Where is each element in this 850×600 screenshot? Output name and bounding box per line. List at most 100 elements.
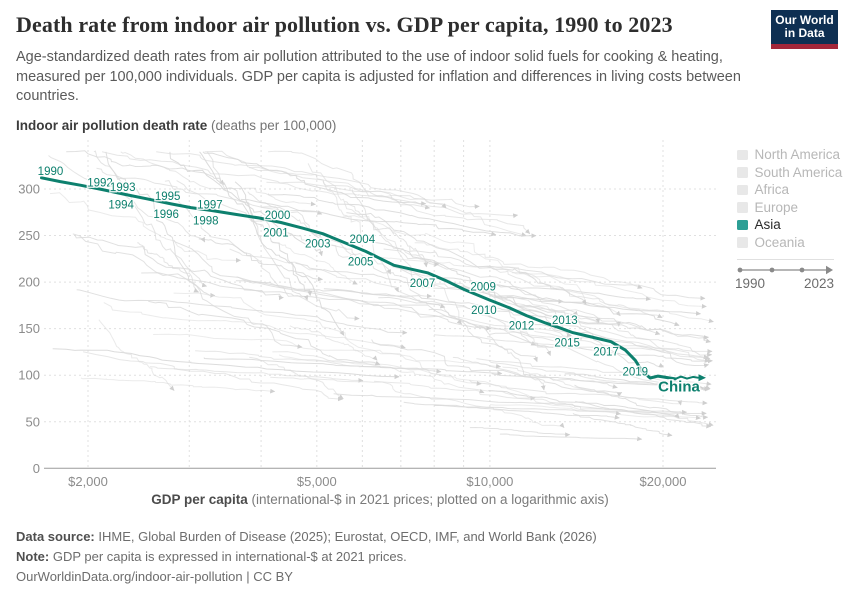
china-end-label[interactable]: China: [657, 377, 702, 397]
background-country-line[interactable]: [414, 242, 643, 289]
background-country-line[interactable]: [428, 308, 538, 363]
background-country-line[interactable]: [260, 206, 432, 299]
background-country-line[interactable]: [74, 234, 284, 301]
background-country-line[interactable]: [52, 348, 400, 380]
background-country-line[interactable]: [469, 426, 571, 438]
background-country-line[interactable]: [76, 289, 408, 335]
background-country-line[interactable]: [169, 151, 323, 257]
background-country-line[interactable]: [268, 150, 531, 235]
background-country-line[interactable]: [141, 272, 492, 331]
background-country-line[interactable]: [572, 412, 673, 438]
legend-item-oceania[interactable]: Oceania: [737, 234, 842, 252]
timeline-tick-dot[interactable]: [769, 267, 775, 273]
x-tick-label: $2,000: [68, 474, 108, 489]
timeline-start-label[interactable]: 1990: [735, 276, 766, 291]
background-country-line[interactable]: [482, 290, 664, 368]
background-country-line[interactable]: [266, 181, 519, 219]
background-country-line[interactable]: [137, 242, 199, 293]
legend-item-south-america[interactable]: South America: [737, 164, 842, 182]
background-country-line[interactable]: [49, 192, 241, 263]
background-country-line[interactable]: [96, 167, 323, 215]
background-country-line[interactable]: [487, 315, 709, 368]
background-country-line[interactable]: [517, 323, 711, 361]
background-country-line[interactable]: [441, 277, 651, 302]
background-country-line[interactable]: [502, 366, 683, 406]
background-country-line[interactable]: [403, 401, 707, 416]
background-country-line[interactable]: [366, 240, 680, 327]
timeline-slider[interactable]: [735, 263, 835, 277]
background-country-line[interactable]: [346, 212, 587, 305]
china-line[interactable]: [40, 176, 677, 381]
timeline-end-arrow-icon[interactable]: [826, 265, 833, 275]
y-tick-label: 300: [18, 182, 40, 197]
background-country-line[interactable]: [469, 379, 708, 406]
background-country-line[interactable]: [80, 377, 276, 394]
background-country-line[interactable]: [361, 255, 707, 309]
background-country-line[interactable]: [101, 151, 431, 210]
background-country-line[interactable]: [295, 262, 564, 304]
background-country-line[interactable]: [271, 241, 358, 285]
background-country-line[interactable]: [249, 356, 344, 400]
background-country-line[interactable]: [322, 180, 399, 293]
background-country-line[interactable]: [173, 239, 537, 346]
background-country-line[interactable]: [391, 266, 601, 324]
background-country-line[interactable]: [153, 333, 502, 369]
data-source-line: Data source: IHME, Global Burden of Dise…: [16, 527, 597, 547]
background-country-line[interactable]: [333, 393, 688, 415]
background-country-line[interactable]: [371, 339, 623, 397]
x-tick-label: $5,000: [297, 474, 337, 489]
background-country-line[interactable]: [198, 238, 323, 282]
background-country-line[interactable]: [434, 405, 620, 420]
background-country-line[interactable]: [195, 350, 442, 374]
background-country-line[interactable]: [575, 400, 712, 429]
background-country-line[interactable]: [240, 198, 497, 237]
background-country-line[interactable]: [433, 334, 709, 360]
background-country-line[interactable]: [149, 366, 364, 383]
background-country-line[interactable]: [199, 151, 313, 297]
x-tick-label: $20,000: [640, 474, 687, 489]
background-country-line[interactable]: [378, 296, 661, 336]
legend-item-europe[interactable]: Europe: [737, 199, 842, 217]
background-country-line[interactable]: [267, 193, 537, 239]
background-country-line[interactable]: [344, 201, 440, 267]
background-country-line[interactable]: [148, 300, 381, 366]
legend-item-africa[interactable]: Africa: [737, 181, 842, 199]
license-line: OurWorldinData.org/indoor-air-pollution …: [16, 569, 293, 584]
background-country-line[interactable]: [490, 361, 710, 392]
background-country-line[interactable]: [82, 351, 343, 402]
background-country-line[interactable]: [476, 358, 712, 387]
background-country-line[interactable]: [105, 151, 216, 298]
background-country-line[interactable]: [48, 155, 206, 243]
background-country-line[interactable]: [270, 376, 485, 394]
background-country-line[interactable]: [511, 271, 714, 324]
background-country-line[interactable]: [202, 151, 427, 206]
background-country-line[interactable]: [516, 305, 713, 358]
background-country-line[interactable]: [506, 295, 710, 363]
background-country-line[interactable]: [247, 191, 355, 260]
background-country-line[interactable]: [486, 336, 546, 391]
timeline-start-handle[interactable]: [737, 267, 743, 273]
background-country-line[interactable]: [204, 150, 480, 209]
china-year-label: 2013: [552, 315, 578, 327]
timeline-end-label[interactable]: 2023: [803, 276, 834, 291]
legend-item-asia[interactable]: Asia: [737, 216, 842, 234]
background-country-line[interactable]: [93, 150, 208, 288]
background-country-line[interactable]: [535, 344, 713, 364]
background-country-line[interactable]: [98, 319, 175, 391]
background-country-line[interactable]: [409, 246, 706, 301]
background-country-line[interactable]: [307, 163, 463, 325]
background-country-line[interactable]: [66, 150, 225, 185]
background-country-line[interactable]: [289, 325, 378, 361]
background-country-line[interactable]: [487, 266, 663, 319]
background-country-line[interactable]: [248, 166, 527, 237]
background-country-line[interactable]: [173, 292, 482, 386]
legend-item-north-america[interactable]: North America: [737, 146, 842, 164]
background-country-line[interactable]: [120, 151, 316, 207]
background-country-line[interactable]: [499, 433, 643, 442]
background-country-line[interactable]: [383, 248, 578, 317]
legend-swatch: [737, 237, 748, 248]
background-country-line[interactable]: [206, 151, 309, 301]
timeline-tick-dot[interactable]: [799, 267, 805, 273]
background-country-line[interactable]: [570, 313, 711, 344]
